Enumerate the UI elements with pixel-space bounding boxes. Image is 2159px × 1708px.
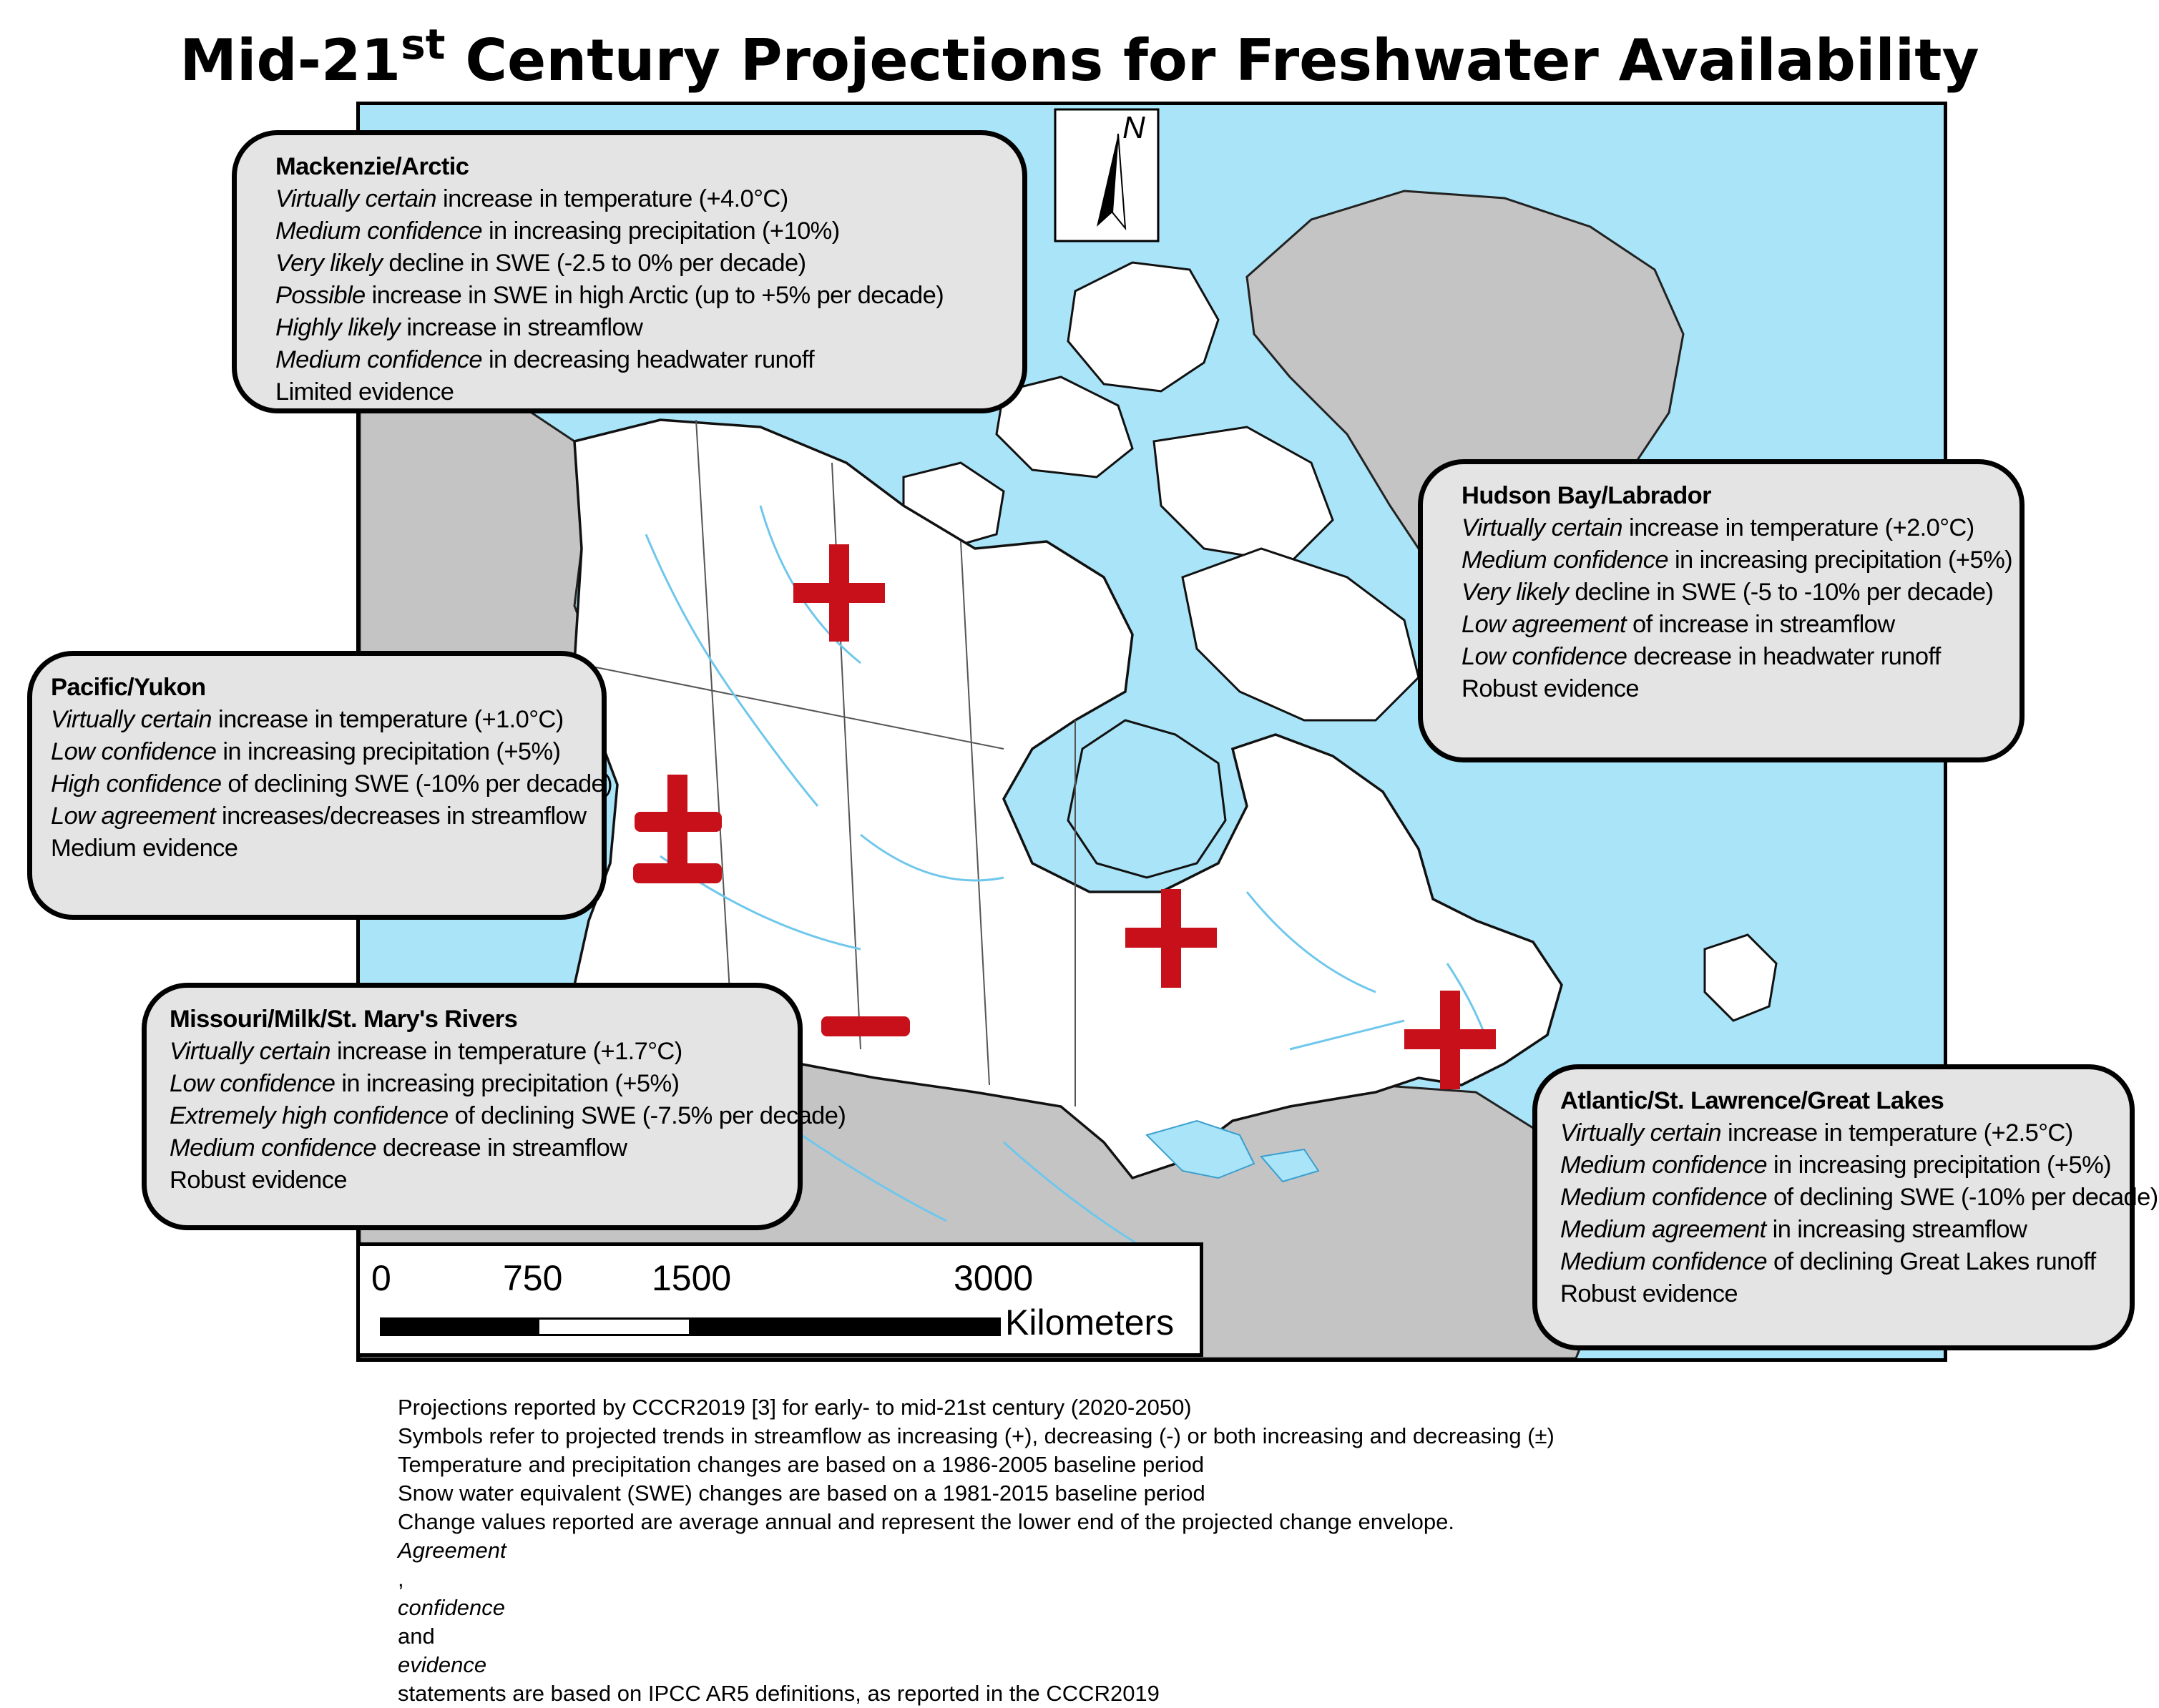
region-name: Pacific/Yukon xyxy=(51,674,206,701)
symbol-pacific-plusminus xyxy=(633,775,722,883)
region-line: Robust evidence xyxy=(170,1167,348,1194)
north-arrow: N xyxy=(1054,108,1160,242)
footnote-line: Temperature and precipitation changes ar… xyxy=(398,1452,1205,1477)
scale-unit-label: Kilometers xyxy=(1005,1302,1175,1343)
footnote-line: Snow water equivalent (SWE) changes are … xyxy=(398,1481,1205,1506)
callout-pacific-yukon: Pacific/Yukon Virtually certain increase… xyxy=(27,651,613,920)
footnote-line: Projections reported by CCCR2019 [3] for… xyxy=(398,1395,1192,1420)
map-title: Mid-21st Century Projections for Freshwa… xyxy=(0,20,2159,94)
region-line: Low confidence decrease in headwater run… xyxy=(1462,643,1941,670)
region-line: Extremely high confidence of declining S… xyxy=(170,1102,846,1129)
region-line: Medium agreement in increasing streamflo… xyxy=(1560,1216,2027,1243)
region-name: Mackenzie/Arctic xyxy=(275,153,469,180)
symbol-atlantic-plus xyxy=(1404,991,1496,1089)
arctic-island-1 xyxy=(1067,261,1220,393)
callout-atlantic-st-lawrence-great-lakes: Atlantic/St. Lawrence/Great Lakes Virtua… xyxy=(1532,1064,2158,1350)
arctic-island-3 xyxy=(1152,426,1334,564)
region-name: Missouri/Milk/St. Mary's Rivers xyxy=(170,1006,518,1033)
region-line: Medium confidence of declining Great Lak… xyxy=(1560,1248,2096,1275)
baffin-island xyxy=(1181,547,1420,722)
scale-tick-label: 0 xyxy=(371,1258,391,1298)
region-line: Medium confidence decrease in streamflow xyxy=(170,1134,627,1162)
region-line: Medium confidence in increasing precipit… xyxy=(1462,546,2013,574)
arctic-island-2 xyxy=(995,376,1134,478)
region-line: Medium confidence in increasing precipit… xyxy=(275,217,840,245)
region-line: Robust evidence xyxy=(1462,675,1640,702)
region-name: Hudson Bay/Labrador xyxy=(1462,482,1712,509)
region-line: Robust evidence xyxy=(1560,1280,1738,1307)
footnote-line: Agreement, confidence and evidence state… xyxy=(398,1538,1160,1706)
region-name: Atlantic/St. Lawrence/Great Lakes xyxy=(1560,1087,1944,1114)
region-line: Medium confidence of declining SWE (-10%… xyxy=(1560,1184,2158,1211)
region-line: Virtually certain increase in temperatur… xyxy=(51,706,564,733)
callout-hudson-bay-labrador: Hudson Bay/Labrador Virtually certain in… xyxy=(1418,459,2025,762)
footnote-line: Symbols refer to projected trends in str… xyxy=(398,1423,1555,1448)
symbol-center-plus xyxy=(1125,889,1217,988)
region-line: Virtually certain increase in temperatur… xyxy=(1560,1119,2073,1147)
title-text-end: Century Projections for Freshwater Avail… xyxy=(445,27,1979,94)
callout-mackenzie-arctic: Mackenzie/Arctic Virtually certain incre… xyxy=(232,130,1027,413)
region-line: Highly likely increase in streamflow xyxy=(275,314,643,341)
region-line: High confidence of declining SWE (-10% p… xyxy=(51,770,613,797)
region-line: Possible increase in SWE in high Arctic … xyxy=(275,282,944,309)
region-line: Limited evidence xyxy=(275,378,454,406)
region-line: Virtually certain increase in temperatur… xyxy=(1462,514,1974,541)
symbol-mackenzie-plus xyxy=(793,544,885,642)
symbol-missouri-minus xyxy=(821,1016,910,1036)
hudson-bay xyxy=(1067,719,1227,879)
scale-bar: 0 750 1500 3000 Kilometers xyxy=(356,1242,1203,1357)
scale-tick-label: 3000 xyxy=(954,1258,1034,1298)
scale-tick-label: 750 xyxy=(503,1258,563,1298)
region-line: Low agreement increases/decreases in str… xyxy=(51,803,587,830)
north-arrow-label: N xyxy=(1122,110,1145,145)
title-text-start: Mid-21 xyxy=(180,27,401,94)
region-line: Low agreement of increase in streamflow xyxy=(1462,611,1895,638)
region-line: Virtually certain increase in temperatur… xyxy=(170,1038,682,1065)
callout-missouri-milk-st-marys: Missouri/Milk/St. Mary's Rivers Virtuall… xyxy=(142,983,846,1230)
footnotes: Projections reported by CCCR2019 [3] for… xyxy=(398,1393,1555,1708)
scale-segment-1 xyxy=(380,1317,542,1336)
region-line: Very likely decline in SWE (-2.5 to 0% p… xyxy=(275,250,806,277)
region-line: Very likely decline in SWE (-5 to -10% p… xyxy=(1462,579,1994,606)
scale-tick-label: 1500 xyxy=(652,1258,732,1298)
great-lakes xyxy=(1145,1119,1320,1183)
region-line: Low confidence in increasing precipitati… xyxy=(51,738,561,765)
region-line: Medium confidence in increasing precipit… xyxy=(1560,1152,2112,1179)
region-line: Medium confidence in decreasing headwate… xyxy=(275,346,815,373)
region-line: Virtually certain increase in temperatur… xyxy=(275,185,788,212)
title-superscript: st xyxy=(401,20,446,69)
footnote-line: Change values reported are average annua… xyxy=(398,1509,1454,1534)
region-line: Low confidence in increasing precipitati… xyxy=(170,1070,680,1097)
scale-segment-3 xyxy=(689,1317,1001,1336)
newfoundland xyxy=(1703,933,1778,1022)
region-line: Medium evidence xyxy=(51,835,238,862)
scale-segment-2 xyxy=(537,1317,693,1336)
